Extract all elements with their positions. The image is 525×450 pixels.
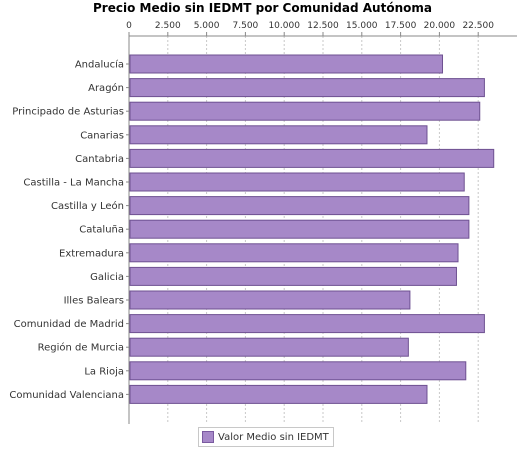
bar xyxy=(129,78,485,98)
x-tick-label: 10.000 xyxy=(268,21,300,31)
category-label: Cataluña xyxy=(79,225,124,236)
bar xyxy=(129,101,481,121)
x-tick-label: 7.500 xyxy=(233,21,259,31)
bar xyxy=(129,219,470,239)
grid-lines xyxy=(167,36,479,424)
chart-title: Precio Medio sin IEDMT por Comunidad Aut… xyxy=(93,1,432,15)
x-tick-label: 0 xyxy=(126,21,132,31)
bar xyxy=(129,196,470,216)
category-label: Aragón xyxy=(88,82,124,94)
category-label: Comunidad Valenciana xyxy=(9,390,124,401)
category-label: Illes Balears xyxy=(64,296,124,307)
category-label: Comunidad de Madrid xyxy=(14,319,124,330)
bar xyxy=(129,337,409,357)
bars xyxy=(129,54,495,404)
bar xyxy=(129,384,428,404)
bar xyxy=(129,172,465,192)
bar xyxy=(129,290,411,310)
bar xyxy=(129,361,467,381)
x-tick-label: 22.500 xyxy=(462,21,494,31)
category-label: Galicia xyxy=(90,272,124,283)
bar xyxy=(129,54,444,74)
bar xyxy=(129,314,485,334)
category-label: Cantabria xyxy=(75,154,124,165)
category-label: Región de Murcia xyxy=(38,342,124,354)
category-label: Extremadura xyxy=(59,248,124,259)
bar xyxy=(129,125,428,145)
bar xyxy=(129,266,457,286)
x-tick-label: 2.500 xyxy=(155,21,181,31)
category-label: La Rioja xyxy=(84,366,124,377)
category-label: Canarias xyxy=(80,130,124,141)
bar xyxy=(129,243,459,263)
category-label: Castilla y León xyxy=(51,200,124,212)
x-tick-label: 17.500 xyxy=(385,21,417,31)
x-tick-label: 12.500 xyxy=(307,21,339,31)
x-tick-label: 15.000 xyxy=(346,21,378,31)
legend-label: Valor Medio sin IEDMT xyxy=(218,431,329,443)
category-label: Andalucía xyxy=(75,59,124,71)
bar xyxy=(129,148,495,168)
x-tick-label: 20.000 xyxy=(424,21,456,31)
legend: Valor Medio sin IEDMT xyxy=(198,427,334,447)
category-labels: Andalucía Aragón Principado de Asturias Can… xyxy=(9,59,124,401)
x-tick-label: 5.000 xyxy=(194,21,220,31)
legend-swatch xyxy=(202,431,214,443)
category-label: Principado de Asturias xyxy=(12,107,124,118)
category-label: Castilla - La Mancha xyxy=(23,178,124,189)
axes: 0 2.500 5.000 7.500 10.000 12.500 15.000 17.500… xyxy=(126,21,517,424)
